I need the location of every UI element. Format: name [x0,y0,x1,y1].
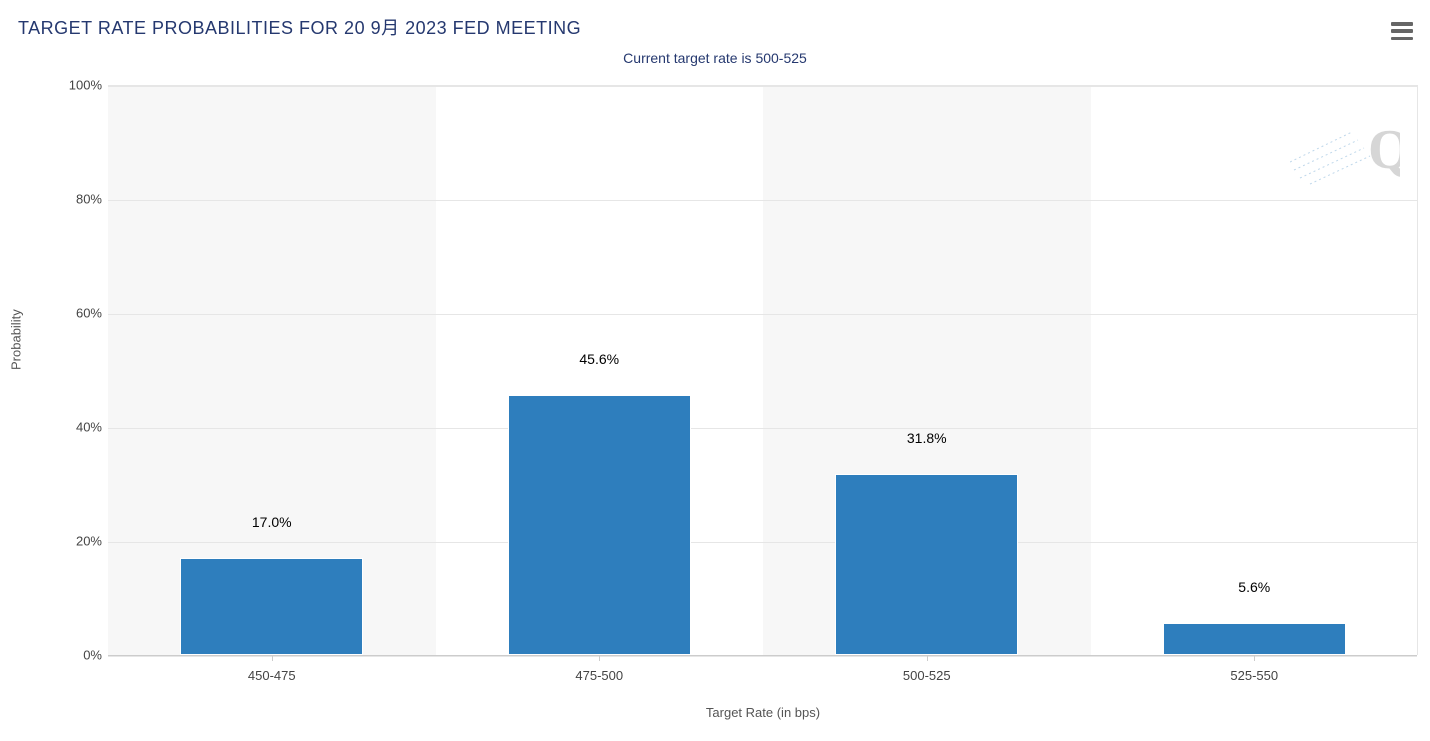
chart-title: TARGET RATE PROBABILITIES FOR 20 9月 2023… [18,14,581,40]
x-tick-mark [599,655,600,661]
bar-value-label: 5.6% [1238,579,1270,601]
bar-value-label: 45.6% [579,351,619,373]
hamburger-icon [1391,22,1413,26]
bar[interactable] [835,474,1018,655]
bar[interactable] [180,558,363,655]
grid-line [108,200,1417,201]
y-axis-title: Probability [9,309,24,370]
bar[interactable] [1163,623,1346,655]
x-tick-mark [272,655,273,661]
grid-line [108,542,1417,543]
grid-line [108,86,1417,87]
bar-value-label: 31.8% [907,430,947,452]
y-tick-label: 0% [42,648,102,663]
y-tick-label: 80% [42,192,102,207]
x-axis-title: Target Rate (in bps) [108,705,1418,720]
chart-menu-button[interactable] [1388,20,1416,42]
y-tick-label: 40% [42,420,102,435]
y-tick-label: 100% [42,78,102,93]
x-tick-label: 500-525 [903,668,951,683]
grid-line [108,314,1417,315]
x-tick-mark [927,655,928,661]
grid-line [108,428,1417,429]
bar[interactable] [508,395,691,655]
x-tick-label: 525-550 [1230,668,1278,683]
x-tick-label: 475-500 [575,668,623,683]
y-tick-label: 60% [42,306,102,321]
y-tick-label: 20% [42,534,102,549]
bar-value-label: 17.0% [252,514,292,536]
grid-line [108,656,1417,657]
chart-container: TARGET RATE PROBABILITIES FOR 20 9月 2023… [0,0,1430,741]
chart-subtitle: Current target rate is 500-525 [0,50,1430,66]
x-tick-label: 450-475 [248,668,296,683]
plot-area: 17.0% 45.6% 31.8% 5.6% [108,85,1418,655]
x-tick-mark [1254,655,1255,661]
